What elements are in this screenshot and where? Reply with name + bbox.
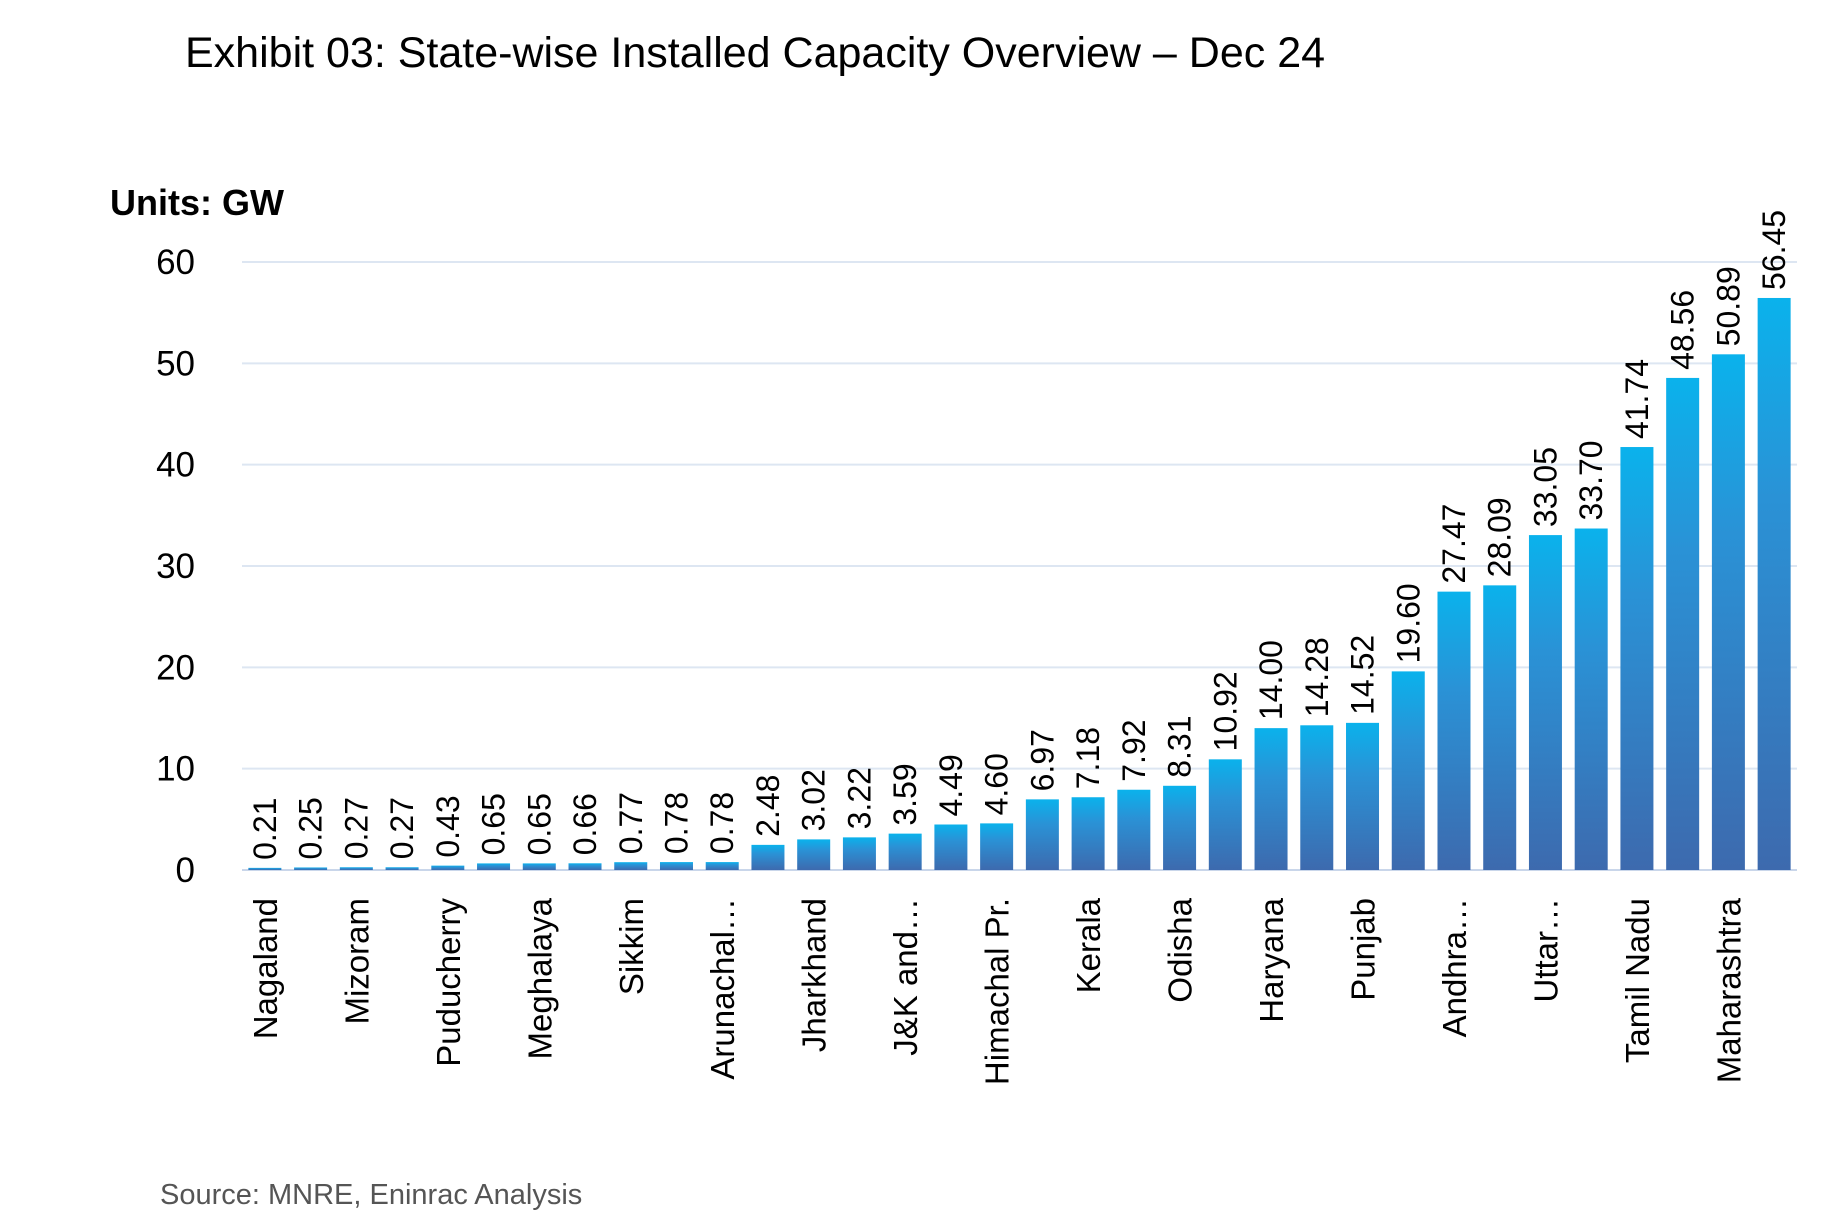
x-tick-label: Tamil Nadu [1619,898,1656,1063]
bar [1711,354,1745,870]
data-label: 8.31 [1162,716,1198,778]
data-label: 0.77 [613,792,649,854]
bar [568,863,602,870]
data-label: 41.74 [1619,359,1655,439]
data-label: 0.65 [476,793,512,855]
bar [751,844,785,870]
x-tick-label: Arunachal… [704,898,741,1080]
bar [1208,759,1242,870]
y-tick-label: 40 [156,446,195,485]
x-tick-label: Jharkhand [796,898,833,1052]
bar [1163,785,1197,870]
x-tick-label: Odisha [1162,897,1199,1002]
x-tick-label: Kerala [1070,897,1107,993]
data-label: 0.25 [293,797,329,859]
data-label: 3.22 [841,767,877,829]
bar [1071,797,1105,870]
data-label: 6.97 [1024,729,1060,791]
y-tick-label: 30 [156,547,195,586]
x-tick-label: Haryana [1253,897,1290,1022]
data-label: 3.59 [887,763,923,825]
bar [705,862,739,870]
data-label: 0.27 [338,797,374,859]
chart-title: Exhibit 03: State-wise Installed Capacit… [185,29,1325,77]
bar [339,867,373,870]
bar [842,837,876,870]
bar [1574,528,1608,870]
bar [1483,585,1517,870]
data-label: 14.00 [1253,640,1289,720]
bar [1620,447,1654,870]
x-tick-label: Punjab [1345,898,1382,1001]
data-label: 2.48 [750,775,786,837]
data-label: 27.47 [1436,504,1472,584]
y-tick-label: 20 [156,648,195,687]
bar [522,863,556,870]
data-label: 33.70 [1573,440,1609,520]
data-label: 0.78 [658,792,694,854]
data-label: 14.28 [1299,637,1335,717]
data-label: 0.65 [521,793,557,855]
bar [1391,671,1425,870]
data-label: 19.60 [1390,583,1426,663]
data-label: 28.09 [1482,497,1518,577]
x-tick-label: Nagaland [247,898,284,1039]
data-label: 0.21 [247,798,283,860]
bar [385,867,419,870]
bar [1254,728,1288,870]
bar [980,823,1014,870]
bar [248,867,282,870]
data-label: 50.89 [1710,266,1746,346]
x-tick-label: Himachal Pr. [979,898,1016,1085]
bar [431,865,465,870]
bar [477,863,511,870]
y-tick-label: 50 [156,344,195,383]
bar [1300,725,1334,870]
bar [797,839,831,870]
data-label: 0.27 [384,797,420,859]
bar [1666,377,1700,870]
y-tick-label: 0 [176,851,195,890]
data-label: 56.45 [1756,210,1792,290]
data-label: 4.60 [979,753,1015,815]
data-label: 33.05 [1527,447,1563,527]
bar [614,862,648,870]
x-tick-label: Maharashtra [1710,897,1747,1083]
y-tick-label: 10 [156,750,195,789]
data-label: 0.43 [430,795,466,857]
bar [888,833,922,870]
data-label: 7.18 [1070,727,1106,789]
bar [294,867,328,870]
x-tick-label: Uttar… [1527,898,1564,1003]
y-axis-label: Units: GW [110,182,284,223]
x-tick-label: Andhra… [1436,898,1473,1037]
data-label: 3.02 [796,769,832,831]
x-tick-label: Sikkim [613,898,650,995]
x-tick-label: Puducherry [430,898,467,1067]
bar [1437,591,1471,870]
bar [1117,789,1151,870]
bar [659,862,693,870]
data-label: 14.52 [1345,635,1381,715]
data-label: 10.92 [1207,671,1243,751]
data-label: 48.56 [1665,290,1701,370]
data-label: 0.78 [704,792,740,854]
data-label: 4.49 [933,754,969,816]
data-label: 0.66 [567,793,603,855]
bar [1528,535,1562,870]
x-tick-label: J&K and… [887,898,924,1056]
y-tick-label: 60 [156,243,195,282]
data-label: 7.92 [1116,719,1152,781]
bar [1025,799,1059,870]
x-tick-label: Mizoram [338,898,375,1025]
bar [1757,297,1791,870]
bar [934,824,968,870]
bar [1346,722,1380,870]
source-note: Source: MNRE, Eninrac Analysis [160,1179,582,1211]
x-tick-label: Meghalaya [521,897,558,1059]
